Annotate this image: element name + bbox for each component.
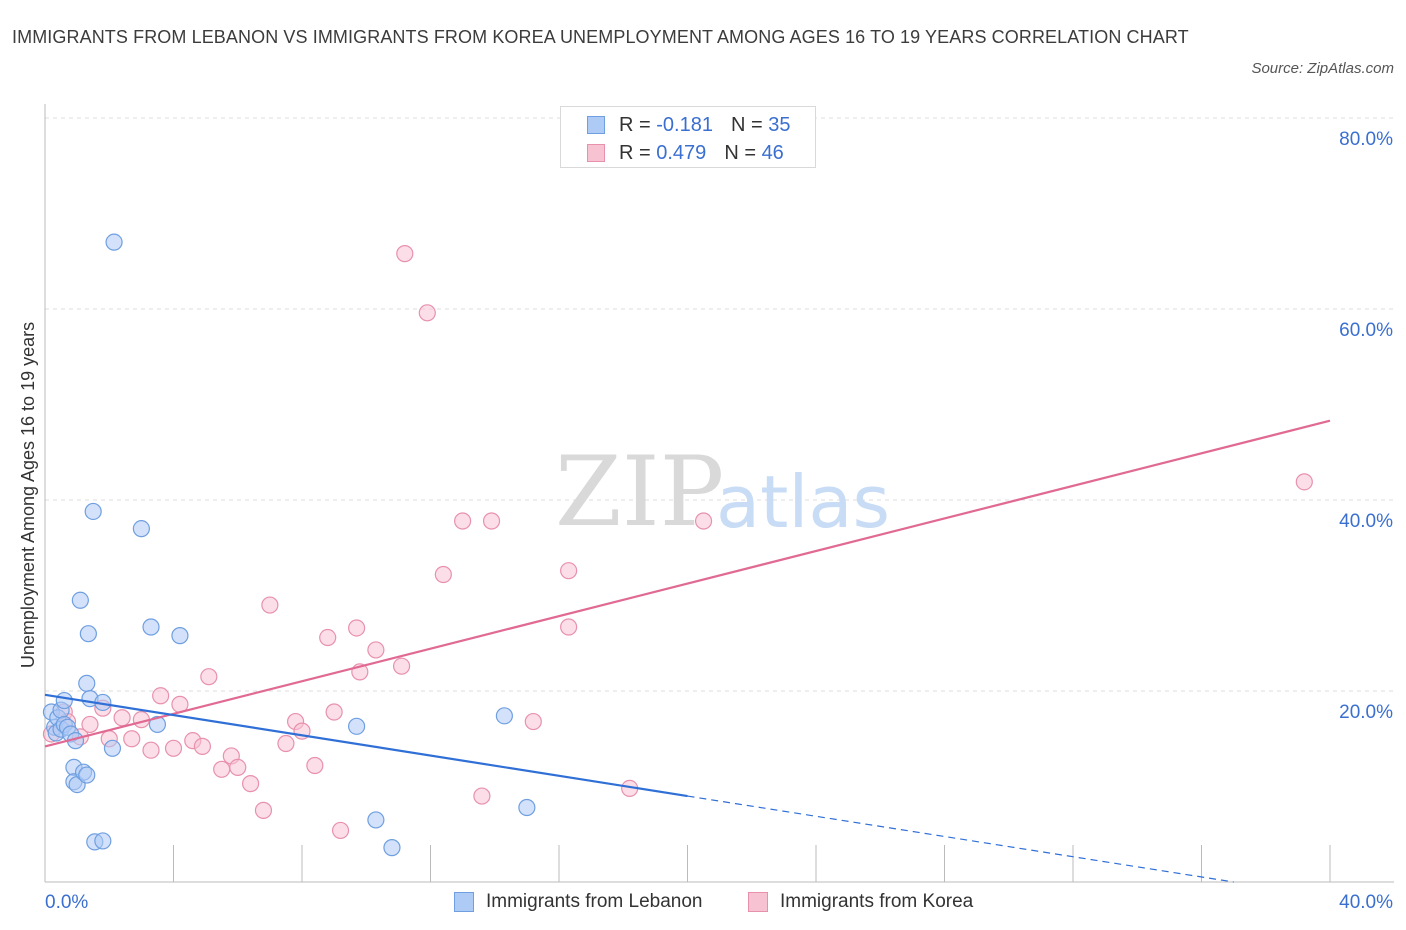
korea-point — [396, 245, 414, 263]
legend-item-korea[interactable]: Immigrants from Korea — [748, 888, 973, 916]
stats-legend: R = -0.181 N = 35 R = 0.479 N = 46 — [560, 106, 816, 168]
tick-labels: 20.0% 40.0% 60.0% 80.0% 0.0% 40.0% — [45, 129, 1393, 913]
korea-swatch — [587, 144, 605, 162]
korea-point — [367, 641, 385, 659]
korea-point — [242, 775, 260, 793]
watermark-atlas: atlas — [716, 460, 890, 544]
legend-item-lebanon[interactable]: Immigrants from Lebanon — [454, 888, 703, 916]
korea-point — [560, 618, 578, 636]
y-tick-label: 40.0% — [1339, 511, 1393, 532]
lebanon-point — [132, 520, 150, 538]
lebanon-point — [94, 832, 112, 850]
r-label: R = — [619, 113, 657, 136]
lebanon-point — [78, 766, 96, 784]
korea-point — [331, 821, 350, 840]
chart-source: Source: ZipAtlas.com — [1251, 60, 1394, 77]
n-label: N = — [724, 141, 762, 164]
korea-point — [348, 619, 366, 637]
lebanon-legend-swatch — [454, 892, 474, 912]
trend-lines — [44, 419, 1331, 883]
korea-point — [392, 657, 411, 675]
x-tick-label: 40.0% — [1339, 892, 1393, 913]
lebanon-point — [495, 707, 513, 725]
korea-point — [142, 741, 160, 759]
lebanon-legend-label: Immigrants from Lebanon — [486, 891, 703, 912]
n-label: N = — [730, 113, 769, 136]
korea-point — [524, 712, 542, 731]
axes — [44, 104, 1394, 883]
lebanon-point — [142, 618, 160, 636]
lebanon-swatch — [587, 116, 605, 134]
korea-point — [81, 715, 99, 734]
lebanon-point — [103, 739, 122, 757]
korea-point — [473, 787, 491, 805]
lebanon-point — [367, 811, 385, 829]
korea-point — [1295, 473, 1313, 491]
legend-row-korea: R = 0.479 N = 46 — [587, 140, 784, 166]
korea-point — [164, 739, 183, 757]
korea-point — [200, 668, 218, 686]
r-value: 0.479 — [656, 141, 707, 164]
korea-point — [277, 734, 295, 753]
korea-trend-line — [44, 419, 1331, 748]
korea-point — [306, 756, 324, 775]
lebanon-trend-extension — [687, 795, 1234, 883]
series-korea — [42, 245, 1313, 840]
y-tick-label: 80.0% — [1339, 129, 1393, 150]
legend-row-lebanon: R = -0.181 N = 35 — [587, 112, 790, 138]
korea-point — [229, 758, 247, 777]
lebanon-point — [84, 502, 102, 521]
korea-point — [434, 565, 452, 584]
lebanon-point — [148, 715, 167, 734]
r-label: R = — [619, 141, 657, 164]
korea-point — [418, 304, 436, 322]
series-lebanon — [42, 233, 536, 857]
korea-point — [254, 801, 273, 819]
korea-point — [482, 512, 501, 530]
y-tick-label: 60.0% — [1339, 320, 1393, 341]
korea-point — [213, 760, 231, 778]
x-tick-label: 0.0% — [45, 892, 88, 913]
korea-point — [261, 596, 279, 614]
korea-point — [113, 709, 131, 727]
lebanon-point — [71, 591, 89, 609]
n-value: 46 — [761, 141, 784, 164]
lebanon-point — [383, 839, 401, 857]
r-value: -0.181 — [656, 113, 713, 136]
korea-point — [152, 687, 170, 705]
y-axis-label: Unemployment Among Ages 16 to 19 years — [18, 322, 38, 668]
watermark-zip: ZIP — [555, 436, 724, 548]
lebanon-point — [55, 691, 73, 710]
korea-legend-swatch — [748, 892, 768, 912]
lebanon-point — [171, 627, 189, 645]
korea-point — [319, 628, 337, 647]
korea-point — [123, 730, 141, 748]
y-tick-label: 20.0% — [1339, 702, 1393, 723]
watermark: ZIP atlas — [555, 436, 890, 548]
n-value: 35 — [768, 113, 791, 136]
lebanon-point — [79, 625, 97, 643]
korea-point — [325, 703, 343, 721]
gridlines — [45, 117, 1394, 692]
lebanon-point — [348, 717, 366, 735]
korea-legend-label: Immigrants from Korea — [780, 891, 974, 912]
lebanon-point — [518, 798, 536, 817]
chart-title: IMMIGRANTS FROM LEBANON VS IMMIGRANTS FR… — [12, 27, 1189, 47]
korea-point — [560, 562, 578, 580]
lebanon-point — [78, 674, 96, 692]
korea-point — [694, 512, 713, 530]
korea-point — [454, 512, 472, 530]
lebanon-point — [105, 233, 123, 251]
lebanon-trend-line — [44, 693, 688, 798]
korea-point — [193, 737, 212, 755]
